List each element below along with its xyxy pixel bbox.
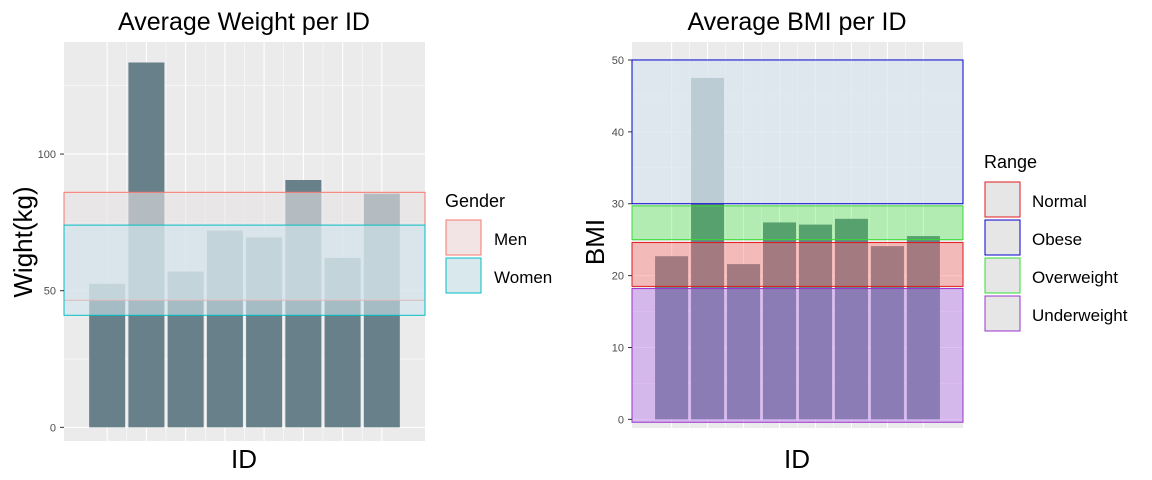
bmi-y-axis-title: BMI: [580, 219, 610, 265]
bmi-bar-7: [870, 246, 904, 420]
legend-key-overweight: [984, 257, 1021, 294]
bmi-band-normal: [631, 242, 964, 287]
weight-y-ticks: 0 50 100: [38, 149, 64, 434]
y-tick-label: 30: [612, 199, 624, 211]
bmi-band-underweight: [631, 288, 964, 423]
weight-band-women: [63, 224, 426, 316]
weight-chart: 0 50 100 Average Weight per ID ID Wight(kg…: [8, 8, 552, 474]
bmi-bar-6: [834, 218, 868, 420]
legend-key-men: [445, 219, 482, 256]
bmi-bands: [631, 59, 964, 423]
bmi-bar-5: [798, 224, 832, 420]
weight-x-axis-title: ID: [231, 444, 257, 474]
weight-bands: [63, 191, 426, 316]
y-tick-label: 0: [50, 422, 56, 434]
bmi-x-axis-title: ID: [784, 444, 810, 474]
y-tick-label: 40: [612, 127, 624, 139]
legend-label-normal: Normal: [1032, 192, 1087, 211]
legend-label-obese: Obese: [1032, 230, 1082, 249]
legend-label-men: Men: [494, 230, 527, 249]
legend-label-women: Women: [494, 268, 552, 287]
legend-key-normal: [984, 181, 1021, 218]
bmi-bar-8: [906, 236, 940, 420]
bmi-bar-1: [655, 256, 689, 420]
y-tick-label: 50: [612, 55, 624, 67]
legend-key-women: [445, 257, 482, 294]
legend-key-obese: [984, 219, 1021, 256]
y-tick-label: 20: [612, 271, 624, 283]
bmi-bar-3: [727, 264, 761, 420]
legend-key-underweight: [984, 295, 1021, 332]
range-legend-title: Range: [984, 152, 1037, 172]
gender-legend: Gender Men Women: [445, 191, 552, 294]
bmi-band-overweight: [631, 205, 964, 241]
bmi-bar-4: [763, 222, 797, 420]
bmi-chart: 0 10 20 30 40 50 Average BMI per ID ID BMI Ra…: [580, 8, 1128, 474]
gender-legend-title: Gender: [445, 191, 505, 211]
y-tick-label: 10: [612, 342, 624, 354]
legend-label-overweight: Overweight: [1032, 268, 1118, 287]
legend-label-underweight: Underweight: [1032, 306, 1128, 325]
bmi-band-obese: [631, 59, 964, 205]
weight-chart-title: Average Weight per ID: [118, 8, 370, 36]
weight-y-axis-title: Wight(kg): [8, 186, 38, 297]
bmi-y-ticks: 0 10 20 30 40 50: [612, 55, 632, 426]
y-tick-label: 100: [38, 149, 56, 161]
y-tick-label: 50: [44, 286, 56, 298]
y-tick-label: 0: [618, 414, 624, 426]
bmi-chart-title: Average BMI per ID: [687, 8, 906, 36]
range-legend: Range Normal Obese Overweight Underweigh…: [984, 152, 1128, 332]
